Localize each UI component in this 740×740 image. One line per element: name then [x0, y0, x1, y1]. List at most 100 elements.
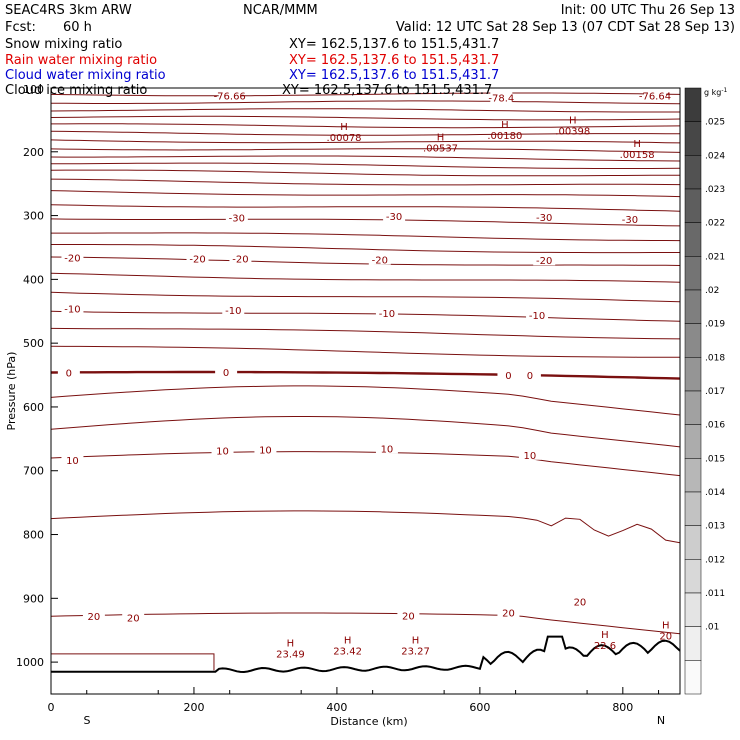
init-time: Init: 00 UTC Thu 26 Sep 13	[561, 3, 735, 18]
colorbar-segment	[684, 525, 702, 560]
contour-label-bg	[82, 610, 105, 622]
contour-label: 10	[66, 456, 79, 467]
contour-labels: -76.66 -78.4 -76.64 -30 -30 -30 -30 -20 -20 -20 -2…	[57, 89, 671, 624]
contour-label-bg	[375, 442, 398, 454]
colorbar-segment	[684, 155, 702, 190]
contour-label: 0	[527, 371, 533, 382]
contour-label-bg	[490, 91, 513, 103]
high-value: 20	[659, 632, 672, 643]
isotherm	[50, 256, 681, 266]
contour-label: -76.66	[214, 92, 246, 103]
high-value: .00537	[423, 144, 458, 155]
contour-label: 0	[66, 369, 72, 380]
high-value: .00158	[620, 150, 655, 161]
isotherm	[50, 169, 680, 177]
contour-label-bg	[497, 606, 520, 618]
contour-label-bg	[229, 252, 252, 264]
contour-label-bg	[218, 89, 241, 101]
colorbar-segment	[684, 357, 702, 392]
contour-label: 10	[216, 446, 229, 457]
colorbar-label: .015	[705, 454, 725, 464]
isotherm	[50, 130, 681, 136]
high-marker: H	[601, 630, 609, 641]
contour-label: 20	[574, 598, 587, 609]
colorbar-segment	[684, 592, 702, 627]
y-axis-title: Pressure (hPa)	[5, 352, 18, 431]
contour-label: -20	[64, 254, 80, 265]
y-tick-label: 900	[23, 592, 44, 605]
x-tick-label: 0	[48, 701, 55, 714]
isotherm	[51, 162, 681, 169]
colorbar-segment	[684, 323, 702, 358]
colorbar-segment	[684, 87, 702, 122]
isotherm	[50, 204, 681, 212]
isotherm	[50, 451, 681, 477]
isotherm	[51, 232, 681, 242]
colorbar-segment	[684, 256, 702, 291]
high-value: 23.42	[333, 646, 362, 657]
contour-label: 10	[381, 444, 394, 455]
endpoint-right: N	[657, 714, 665, 727]
y-tick-label: 200	[23, 146, 44, 159]
field-xy-cloud-water: XY= 162.5,137.6 to 151.5,431.7	[289, 68, 499, 83]
colorbar-segment	[684, 559, 702, 594]
contour-label: -78.4	[488, 94, 514, 105]
contour-label-bg	[368, 253, 391, 265]
colorbar-label: .025	[705, 118, 725, 128]
colorbar-segment	[684, 660, 702, 695]
contour-label-bg	[518, 448, 541, 460]
contour-label: -10	[64, 305, 80, 316]
y-tick-label: 500	[23, 337, 44, 350]
colorbar: .025 .024 .023 .022 .021 .02 .019 .018 .017 .016.…	[684, 87, 725, 695]
contour-label: 0	[223, 368, 229, 379]
contour-label-bg	[122, 611, 145, 623]
plot-frame	[50, 87, 681, 695]
isotherm	[50, 327, 681, 340]
colorbar-segment	[684, 222, 702, 257]
isotherm-zero	[50, 370, 681, 380]
high-marker: H	[412, 635, 420, 646]
contour-label: 20	[88, 612, 101, 623]
high-value: 22.6	[594, 641, 616, 652]
contour-label-bg	[375, 307, 398, 319]
colorbar-label: .012	[705, 555, 725, 565]
colorbar-label: .02	[705, 286, 719, 296]
isotherm	[50, 115, 681, 121]
isotherm	[50, 148, 681, 153]
high-value: .00398	[555, 126, 590, 137]
contour-label-bg	[397, 609, 420, 621]
contour-label-bg	[383, 210, 406, 222]
field-name-cloud-ice: Cloud ice mixing ratio	[5, 83, 147, 98]
isotherm	[50, 291, 681, 303]
contour-label: -10	[225, 306, 241, 317]
model-title: SEAC4RS 3km ARW	[5, 3, 132, 18]
y-tick-label: 700	[23, 465, 44, 478]
isotherm	[50, 190, 681, 198]
contour-label: -20	[232, 254, 248, 265]
high-marker: H	[501, 120, 509, 131]
contour-label-bg	[61, 302, 84, 314]
isotherm	[50, 178, 681, 186]
contour-label: -20	[536, 256, 552, 267]
colorbar-label: .022	[705, 219, 725, 229]
high-marker: H	[662, 621, 670, 632]
high-value: .00078	[327, 133, 362, 144]
isotherm	[50, 100, 681, 105]
contour-label-bg	[186, 252, 209, 264]
colorbar-label: .019	[705, 320, 725, 330]
terrain-line	[51, 635, 681, 674]
terrain-layer	[51, 635, 681, 674]
colorbar-segment	[684, 424, 702, 459]
high-marker: H	[437, 133, 445, 144]
x-tick-label: 400	[326, 701, 347, 714]
colorbar-label: .018	[705, 353, 725, 363]
field-name-snow: Snow mixing ratio	[5, 37, 122, 52]
field-xy-cloud-ice: XY= 162.5,137.6 to 151.5,431.7	[282, 83, 492, 98]
contour-label-bg	[526, 309, 549, 321]
isotherm	[51, 244, 680, 254]
contour-label-bg	[222, 303, 245, 315]
contour-label: -30	[229, 213, 245, 224]
isotherm	[50, 612, 681, 635]
y-tick-label: 800	[23, 529, 44, 542]
field-xy-rain: XY= 162.5,137.6 to 151.5,431.7	[289, 53, 499, 68]
